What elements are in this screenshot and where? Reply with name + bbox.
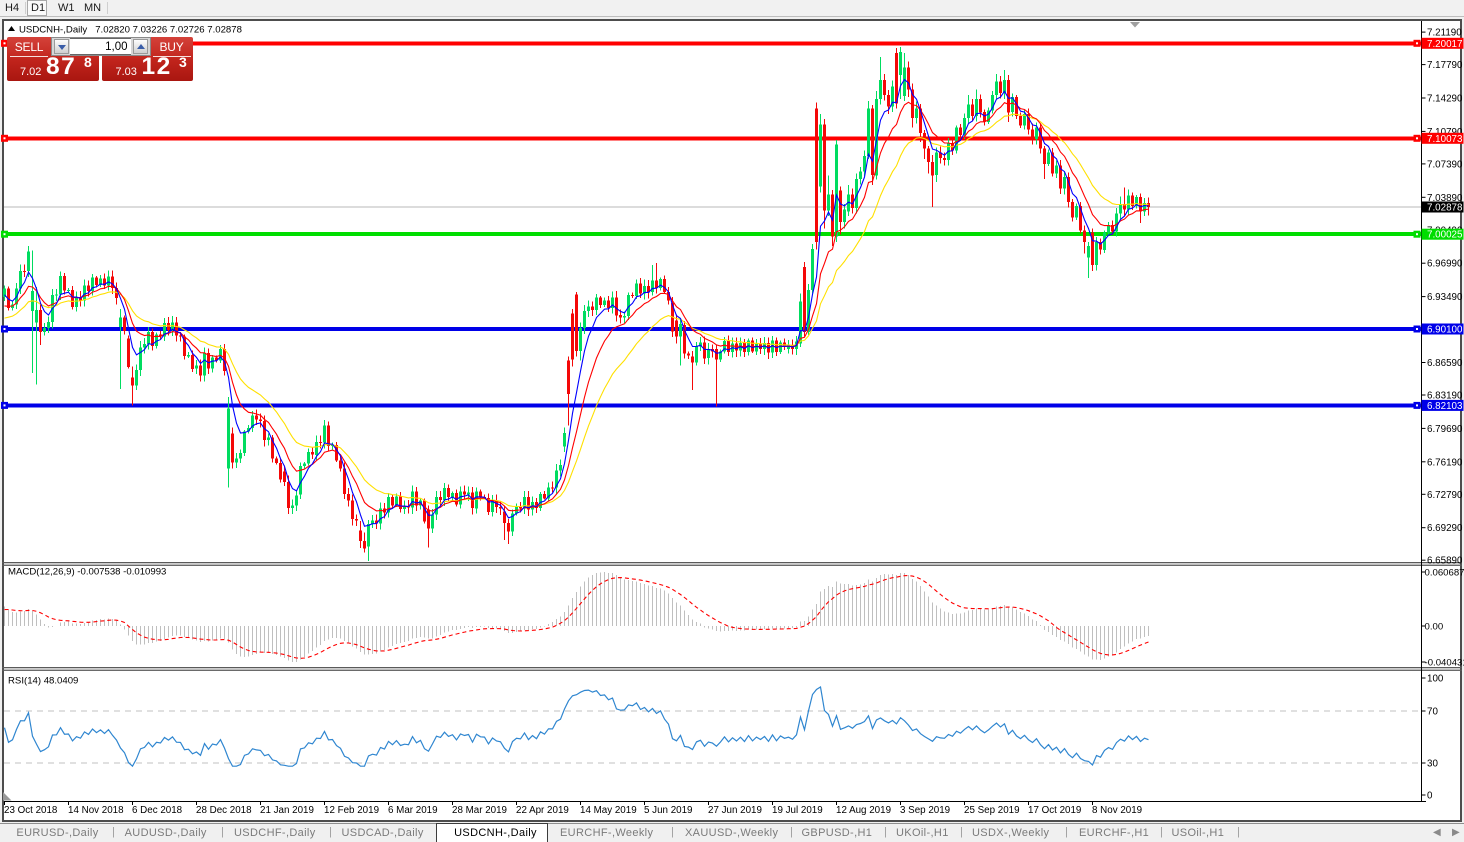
svg-text:25 Sep 2019: 25 Sep 2019 [964,805,1020,816]
svg-text:6.82103: 6.82103 [1427,401,1463,412]
svg-text:8 Nov 2019: 8 Nov 2019 [1092,805,1142,816]
svg-text:USDCNH-,Daily 7.02820 7.0322: USDCNH-,Daily 7.02820 7.03226 7.02726 7.… [19,25,242,36]
svg-text:6.90100: 6.90100 [1427,325,1463,336]
svg-text:100: 100 [1427,674,1444,685]
svg-text:6.79690: 6.79690 [1427,424,1463,435]
svg-text:7.00025: 7.00025 [1427,230,1463,241]
svg-text:RSI(14) 48.0409: RSI(14) 48.0409 [8,676,78,687]
svg-text:19 Jul 2019: 19 Jul 2019 [772,805,823,816]
svg-text:-0.040431: -0.040431 [1425,658,1464,669]
svg-text:12 Aug 2019: 12 Aug 2019 [836,805,891,816]
svg-text:7.07390: 7.07390 [1427,159,1463,170]
svg-text:21 Jan 2019: 21 Jan 2019 [260,805,314,816]
svg-text:6.86590: 6.86590 [1427,358,1463,369]
svg-text:5 Jun 2019: 5 Jun 2019 [644,805,692,816]
svg-text:70: 70 [1427,707,1438,718]
svg-text:6.96990: 6.96990 [1427,259,1463,270]
svg-text:6.83190: 6.83190 [1427,391,1463,402]
svg-text:28 Mar 2019: 28 Mar 2019 [452,805,507,816]
svg-text:17 Oct 2019: 17 Oct 2019 [1028,805,1081,816]
svg-text:6.65890: 6.65890 [1427,556,1463,567]
svg-text:0.00: 0.00 [1425,622,1444,633]
svg-text:6.93490: 6.93490 [1427,292,1463,303]
svg-text:7.17790: 7.17790 [1427,60,1463,71]
svg-text:14 May 2019: 14 May 2019 [580,805,637,816]
svg-text:MACD(12,26,9) -0.007538 -0.010: MACD(12,26,9) -0.007538 -0.010993 [8,567,166,578]
svg-text:6 Dec 2018: 6 Dec 2018 [132,805,183,816]
svg-text:7.20017: 7.20017 [1427,39,1462,50]
svg-text:23 Oct 2018: 23 Oct 2018 [4,805,58,816]
svg-text:12 Feb 2019: 12 Feb 2019 [324,805,379,816]
svg-text:0: 0 [1427,791,1433,802]
svg-text:30: 30 [1427,759,1438,770]
svg-text:7.02878: 7.02878 [1427,203,1463,214]
svg-text:27 Jun 2019: 27 Jun 2019 [708,805,762,816]
svg-text:22 Apr 2019: 22 Apr 2019 [516,805,569,816]
svg-text:0.060687: 0.060687 [1425,568,1464,579]
svg-text:7.10073: 7.10073 [1427,134,1463,145]
svg-text:14 Nov 2018: 14 Nov 2018 [68,805,124,816]
svg-text:28 Dec 2018: 28 Dec 2018 [196,805,252,816]
svg-text:3 Sep 2019: 3 Sep 2019 [900,805,950,816]
svg-text:6 Mar 2019: 6 Mar 2019 [388,805,438,816]
svg-text:7.14290: 7.14290 [1427,94,1463,105]
svg-text:6.76190: 6.76190 [1427,457,1463,468]
svg-text:6.69290: 6.69290 [1427,523,1463,534]
svg-text:6.72790: 6.72790 [1427,490,1463,501]
svg-text:7.21190: 7.21190 [1427,28,1462,39]
